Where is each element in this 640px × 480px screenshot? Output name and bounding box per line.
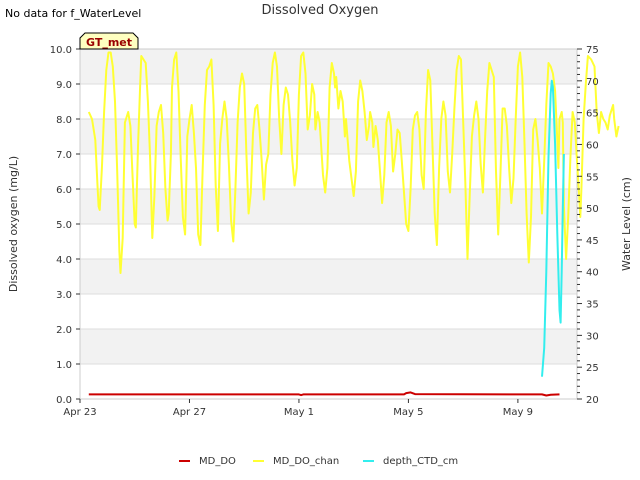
y2-tick-label: 50	[586, 204, 599, 215]
series-line-md-do-chan	[87, 51, 620, 274]
band-5	[80, 189, 577, 224]
x-tick-label: May 5	[393, 407, 423, 418]
y-tick-label: 5.0	[56, 220, 72, 231]
y-axis-label: Dissolved oxygen (mg/L)	[7, 156, 20, 292]
y-tick-label: 3.0	[56, 290, 72, 301]
gt-met-badge: GT_met	[79, 32, 139, 50]
x-tick-label: Apr 27	[173, 407, 206, 418]
right-axis: 20 25 30 35 40 45 50 55 60 65 70 75	[577, 45, 599, 406]
y2-tick-label: 40	[586, 268, 599, 279]
legend: MD_DO MD_DO_chan depth_CTD_cm	[179, 456, 458, 467]
y-tick-label: 8.0	[56, 115, 72, 126]
left-axis: 0.0 1.0 2.0 3.0 4.0 5.0 6.0 7.0 8.0 9.0 10.0	[50, 45, 80, 406]
x-tick-label: May 1	[284, 407, 314, 418]
y2-tick-label: 60	[586, 140, 599, 151]
y-tick-label: 10.0	[50, 45, 72, 56]
y-tick-label: 2.0	[56, 325, 72, 336]
chart-title: Dissolved Oxygen	[261, 3, 379, 18]
y2-tick-label: 70	[586, 77, 599, 88]
y2-axis-label: Water Level (cm)	[620, 177, 633, 271]
y2-tick-label: 30	[586, 331, 599, 342]
series-line-md-do	[88, 391, 560, 397]
y-tick-label: 0.0	[56, 395, 72, 406]
y2-tick-label: 75	[586, 45, 599, 56]
x-tick-label: May 9	[503, 407, 533, 418]
y2-tick-label: 65	[586, 109, 599, 120]
band-1	[80, 329, 577, 364]
band-3	[80, 259, 577, 294]
y-tick-label: 1.0	[56, 360, 72, 371]
y-tick-label: 9.0	[56, 80, 72, 91]
legend-label-md-do-chan: MD_DO_chan	[273, 456, 339, 467]
y-tick-label: 6.0	[56, 185, 72, 196]
x-tick-label: Apr 23	[63, 407, 96, 418]
y2-tick-label: 35	[586, 300, 599, 311]
y2-tick-label: 55	[586, 172, 599, 183]
no-data-note: No data for f_WaterLevel	[5, 7, 142, 20]
legend-label-md-do: MD_DO	[199, 456, 236, 467]
y-tick-label: 7.0	[56, 150, 72, 161]
y2-tick-label: 20	[586, 395, 599, 406]
y2-tick-label: 45	[586, 236, 599, 247]
legend-label-depth-ctd-cm: depth_CTD_cm	[383, 456, 458, 467]
band-9	[80, 49, 577, 84]
y-tick-label: 4.0	[56, 255, 72, 266]
series-layer	[87, 51, 620, 397]
series-line-depth-ctd-cm	[541, 79, 565, 377]
gt-met-label: GT_met	[86, 36, 132, 49]
y2-tick-label: 25	[586, 363, 599, 374]
x-axis: Apr 23 Apr 27 May 1 May 5 May 9	[63, 399, 533, 418]
